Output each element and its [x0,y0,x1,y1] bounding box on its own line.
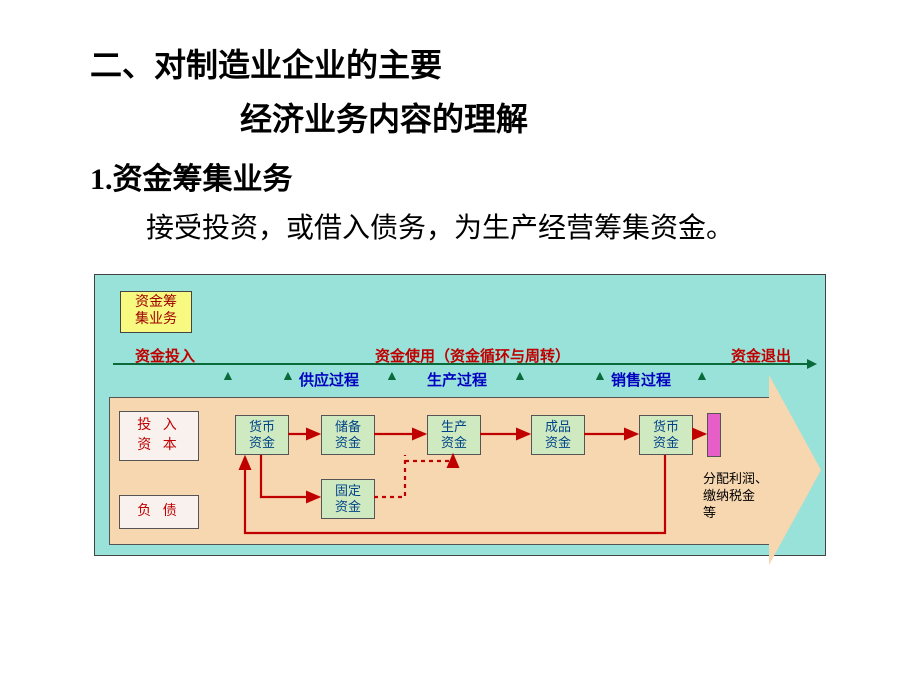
box-reserve: 储备资金 [321,415,375,455]
marker-icon: ▲ [221,369,235,385]
label-supply: 供应过程 [299,369,359,390]
box-invest-capital: 投 入资 本 [119,411,199,461]
box-money2: 货币资金 [639,415,693,455]
body-text: 接受投资，或借入债务，为生产经营筹集资金。 [90,208,830,250]
marker-icon: ▲ [513,369,527,385]
top-arrow-line [113,363,815,365]
pink-bar [707,413,721,457]
marker-icon: ▲ [695,369,709,385]
flow-diagram: 资金筹集业务 资金投入 资金使用（资金循环与周转） 资金退出 ▲ ▲ 供应过程 … [94,274,826,556]
sub-heading: 1.资金筹集业务 [90,154,830,198]
box-debt: 负 债 [119,495,199,529]
title-line2: 经济业务内容的理解 [240,94,830,140]
label-sale: 销售过程 [611,369,671,390]
slide: 二、对制造业企业的主要 经济业务内容的理解 1.资金筹集业务 接受投资，或借入债… [0,0,920,576]
marker-icon: ▲ [593,369,607,385]
big-arrow-head-icon [769,375,821,565]
box-prod: 生产资金 [427,415,481,455]
box-money1: 货币资金 [235,415,289,455]
box-finish: 成品资金 [531,415,585,455]
box-fixed: 固定资金 [321,479,375,519]
marker-icon: ▲ [281,369,295,385]
tag-box: 资金筹集业务 [120,291,192,333]
label-produce: 生产过程 [427,369,487,390]
title-line1: 二、对制造业企业的主要 [90,40,830,86]
marker-icon: ▲ [385,369,399,385]
exit-note: 分配利润、缴纳税金等 [703,471,793,522]
top-arrow-head-icon [807,359,817,369]
